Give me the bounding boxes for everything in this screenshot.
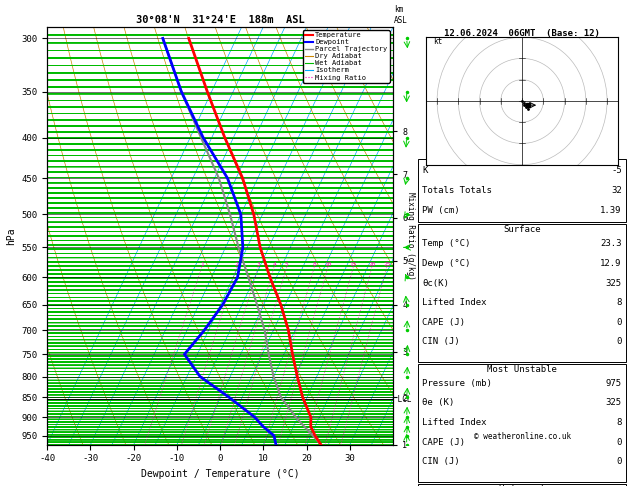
Text: 8: 8	[616, 298, 621, 307]
Text: 8: 8	[616, 418, 621, 427]
Text: 0: 0	[616, 318, 621, 327]
Text: Hodograph: Hodograph	[498, 485, 546, 486]
Text: 15: 15	[350, 262, 357, 267]
Text: Most Unstable: Most Unstable	[487, 365, 557, 374]
Text: Surface: Surface	[503, 226, 541, 234]
FancyBboxPatch shape	[418, 364, 626, 482]
Text: 12.06.2024  06GMT  (Base: 12): 12.06.2024 06GMT (Base: 12)	[444, 29, 600, 38]
Text: LCL: LCL	[393, 395, 411, 404]
Y-axis label: hPa: hPa	[6, 227, 16, 244]
Text: Totals Totals: Totals Totals	[423, 186, 493, 195]
Text: CAPE (J): CAPE (J)	[423, 318, 465, 327]
Title: 30°08'N  31°24'E  188m  ASL: 30°08'N 31°24'E 188m ASL	[136, 15, 304, 25]
Text: © weatheronline.co.uk: © weatheronline.co.uk	[474, 432, 571, 440]
Text: 975: 975	[606, 379, 621, 388]
Text: km
ASL: km ASL	[394, 5, 408, 25]
Text: Pressure (mb): Pressure (mb)	[423, 379, 493, 388]
Text: Temp (°C): Temp (°C)	[423, 239, 471, 248]
Text: 20: 20	[368, 262, 376, 267]
Text: 3: 3	[257, 262, 260, 267]
Text: 0: 0	[616, 457, 621, 467]
Text: 8: 8	[313, 262, 316, 267]
Text: 325: 325	[606, 399, 621, 407]
Text: Lifted Index: Lifted Index	[423, 418, 487, 427]
Text: CIN (J): CIN (J)	[423, 457, 460, 467]
Text: 1: 1	[200, 262, 204, 267]
Y-axis label: Mixing Ratio (g/kg): Mixing Ratio (g/kg)	[406, 192, 416, 279]
Text: K: K	[423, 166, 428, 175]
Text: CIN (J): CIN (J)	[423, 337, 460, 347]
Text: 0: 0	[616, 337, 621, 347]
Legend: Temperature, Dewpoint, Parcel Trajectory, Dry Adiabat, Wet Adiabat, Isotherm, Mi: Temperature, Dewpoint, Parcel Trajectory…	[303, 30, 389, 83]
Text: 25: 25	[383, 262, 391, 267]
Text: θe (K): θe (K)	[423, 399, 455, 407]
Text: θc(K): θc(K)	[423, 278, 449, 288]
Text: 23.3: 23.3	[600, 239, 621, 248]
Text: -5: -5	[611, 166, 621, 175]
Text: 10: 10	[324, 262, 331, 267]
FancyBboxPatch shape	[418, 159, 626, 222]
Text: Lifted Index: Lifted Index	[423, 298, 487, 307]
Text: 2: 2	[235, 262, 238, 267]
FancyBboxPatch shape	[418, 224, 626, 362]
Text: 32: 32	[611, 186, 621, 195]
Text: 325: 325	[606, 278, 621, 288]
Text: CAPE (J): CAPE (J)	[423, 438, 465, 447]
X-axis label: Dewpoint / Temperature (°C): Dewpoint / Temperature (°C)	[141, 469, 299, 479]
Text: 4: 4	[272, 262, 276, 267]
Text: Dewp (°C): Dewp (°C)	[423, 259, 471, 268]
Text: PW (cm): PW (cm)	[423, 206, 460, 215]
Text: 5: 5	[285, 262, 289, 267]
FancyBboxPatch shape	[418, 484, 626, 486]
Text: 0: 0	[616, 438, 621, 447]
Text: 1.39: 1.39	[600, 206, 621, 215]
Text: 12.9: 12.9	[600, 259, 621, 268]
